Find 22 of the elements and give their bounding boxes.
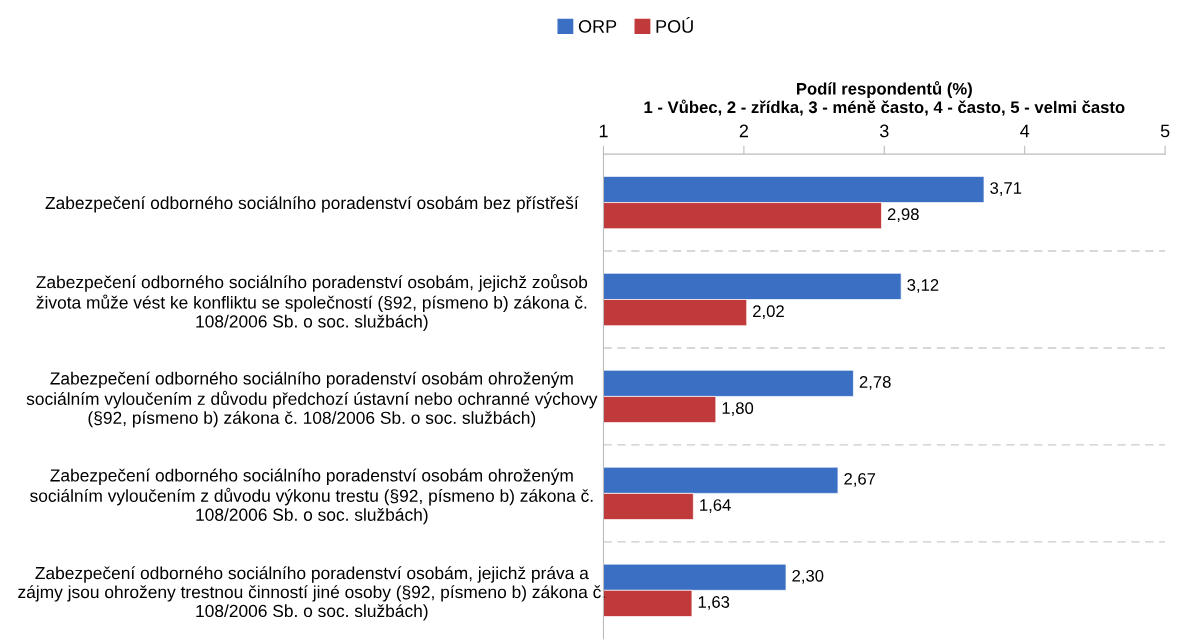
data-label: 2,67 xyxy=(844,472,876,487)
data-label: 2,02 xyxy=(753,305,784,320)
x-tick-label: 4 xyxy=(1020,124,1030,138)
y-tick-label: Zabezpečení odborného sociálního poradenství osobám ohroženým sociálním vyloučením z důvodu výkonu trestu (§92, písmeno b) zákona č. 108/2006 Sb. o soc. službách) xyxy=(30,468,593,525)
x-tick-label: 3 xyxy=(879,124,889,138)
legend-label: ORP xyxy=(578,20,617,33)
x-tick-label: 5 xyxy=(1160,124,1170,138)
data-label: 2,30 xyxy=(792,569,824,584)
data-label: 2,98 xyxy=(887,208,919,223)
data-label: 1,80 xyxy=(722,402,754,416)
y-tick-label: Zabezpečení odborného sociálního poradenství osobám ohroženým sociálním vyloučením z důvodu předchozí ústavní nebo ochranné výchovy (§92, písmeno b) zákona č. 108/2006 Sb. o soc. službách) xyxy=(26,371,598,428)
x-tick-label: 1 xyxy=(599,124,608,138)
x-tick-label: 2 xyxy=(739,124,748,138)
legend-label: POÚ xyxy=(656,16,693,33)
data-label: 3,71 xyxy=(990,182,1022,196)
y-tick-label: Zabezpečení odborného sociálního poradenství osobám bez přístřeší xyxy=(45,196,579,213)
y-tick-label: Zabezpečení odborného sociálního poradenství osobám, jejichž zoůsob života může vést ke konfliktu se společností (§92, písmeno b) zákona č. 108/2006 Sb. o soc. službách) xyxy=(36,274,588,332)
data-label: 3,12 xyxy=(907,279,939,293)
data-label: 1,63 xyxy=(698,596,730,610)
data-label: 2,78 xyxy=(859,376,891,390)
data-label: 1,64 xyxy=(700,499,731,513)
x-axis-title: Podíl respondentů (%) 1 - Vůbec, 2 - zřídka, 3 - méně často, 4 - často, 5 - velmi často xyxy=(644,81,1125,116)
